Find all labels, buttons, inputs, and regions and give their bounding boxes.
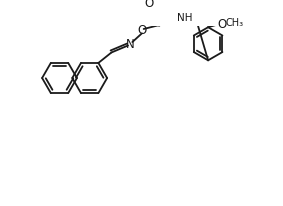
Text: N: N [126, 38, 135, 51]
Text: O: O [137, 24, 147, 37]
Text: CH₃: CH₃ [225, 18, 243, 28]
Text: O: O [144, 0, 153, 10]
Text: NH: NH [177, 13, 192, 23]
Text: O: O [217, 18, 227, 31]
